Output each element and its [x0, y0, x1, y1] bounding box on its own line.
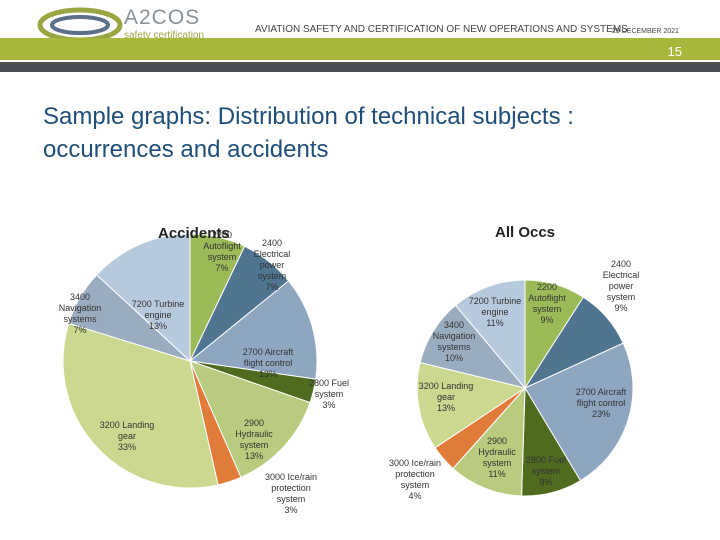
pie-label-accidents-3: 2800 Fuel system 3%	[309, 378, 349, 410]
pie-label-all-occs-7: 3400 Navigation systems 10%	[433, 320, 476, 363]
pie-label-all-occs-1: 2400 Electrical power system 9%	[603, 259, 640, 313]
logo-text: A2COS	[124, 6, 201, 29]
logo-subtitle: safety certification	[124, 30, 205, 41]
pie-label-accidents-6: 3200 Landing gear 33%	[100, 420, 155, 452]
chart-title-all-occs: All Occs	[495, 224, 555, 241]
pie-label-all-occs-0: 2200 Autoflight system 9%	[528, 282, 566, 325]
header-dark-bar	[0, 62, 720, 72]
pie-label-all-occs-6: 3200 Landing gear 13%	[419, 381, 474, 413]
pie-slice-accidents-4	[189, 360, 311, 479]
pie-slice-all-occs-6	[416, 361, 527, 449]
header-green-bar	[0, 38, 720, 60]
pie-label-accidents-4: 2900 Hydraulic system 13%	[235, 418, 273, 461]
pie-label-accidents-2: 2700 Aircraft flight control 13%	[243, 347, 294, 379]
pie-label-all-occs-2: 2700 Aircraft flight control 23%	[576, 387, 627, 419]
pie-label-accidents-0: 2200 Autoflight system 7%	[203, 230, 241, 273]
slide-title: Sample graphs: Distribution of technical…	[43, 103, 574, 163]
pie-label-all-occs-4: 2900 Hydraulic system 11%	[478, 436, 516, 479]
pie-label-accidents-1: 2400 Electrical power system 7%	[254, 238, 291, 292]
pie-label-accidents-7: 3400 Navigation systems 7%	[59, 292, 102, 335]
pie-slice-all-occs-8	[454, 279, 526, 390]
pie-slice-all-occs-4	[452, 386, 526, 497]
pie-slice-accidents-2	[188, 280, 318, 380]
chart-title-accidents: Accidents	[158, 225, 230, 242]
pie-label-all-occs-3: 2800 Fuel system 9%	[526, 455, 566, 487]
pie-slice-accidents-6	[62, 322, 219, 489]
pie-label-accidents-8: 7200 Turbine engine 13%	[132, 299, 185, 331]
pie-slice-accidents-8	[96, 233, 191, 363]
pie-label-all-occs-8: 7200 Turbine engine 11%	[469, 296, 522, 328]
pie-label-accidents-5: 3000 Ice/rain protection system 3%	[265, 472, 317, 515]
pie-slice-all-occs-2	[524, 342, 634, 482]
header-title: AVIATION SAFETY AND CERTIFICATION OF NEW…	[255, 24, 628, 35]
page-number: 15	[667, 44, 682, 59]
header-date: 29 DECEMBER 2021	[612, 28, 679, 35]
pie-label-all-occs-5: 3000 Ice/rain protection system 4%	[389, 458, 441, 501]
